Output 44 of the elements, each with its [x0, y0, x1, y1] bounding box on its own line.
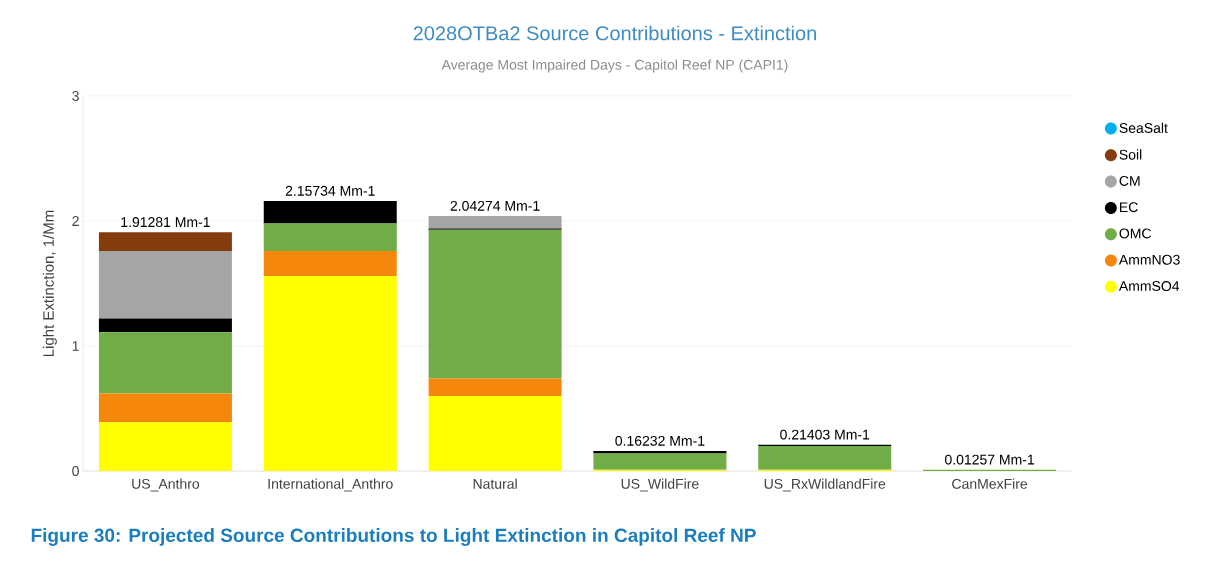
- total-label: 2.04274 Mm-1: [450, 200, 540, 211]
- x-tick-label: US_WildFire: [621, 478, 699, 492]
- x-tick-label: US_RxWildlandFire: [764, 478, 886, 492]
- bar: [98, 422, 232, 471]
- x-tick-label: International_Anthro: [268, 478, 393, 492]
- legend-label: Soil: [1119, 149, 1142, 160]
- total-label: 0.01257 Mm-1: [945, 454, 1035, 465]
- bar: [98, 332, 232, 394]
- y-axis-title: Light Extinction, 1/Mm: [42, 210, 57, 357]
- bar: [263, 276, 397, 471]
- x-tick-label: CanMexFire: [952, 478, 1028, 489]
- legend-label: OMC: [1119, 228, 1152, 239]
- bar: [98, 318, 232, 333]
- x-tick-label: US_Anthro: [132, 478, 200, 492]
- bar: [428, 229, 562, 379]
- legend-label: EC: [1120, 202, 1138, 213]
- bar: [758, 446, 892, 470]
- bar: [98, 251, 232, 319]
- bar: [593, 453, 727, 470]
- chart-title: 2028OTBa2 Source Contributions - Extinction: [413, 25, 816, 41]
- legend-label: AmmSO4: [1118, 281, 1180, 291]
- bar: [263, 201, 397, 224]
- total-label: 0.16232 Mm-1: [615, 435, 705, 446]
- total-label: 1.91281 Mm-1: [121, 217, 210, 228]
- bar: [98, 393, 232, 423]
- y-tick-label: 2: [72, 216, 79, 226]
- y-tick-label: 3: [72, 91, 79, 101]
- x-tick-label: Natural: [473, 478, 517, 489]
- total-label: 2.15734 Mm-1: [285, 185, 375, 196]
- y-tick-label: 1: [72, 341, 79, 351]
- legend-label: CM: [1119, 175, 1140, 186]
- caption: Figure 30: Projected Source Contributions to Light Extinction in Capitol Reef NP: [31, 528, 756, 546]
- bar: [428, 378, 562, 396]
- bar: [263, 251, 397, 276]
- total-label: 0.21403 Mm-1: [780, 429, 870, 440]
- chart-subtitle: Average Most Impaired Days - Capitol Reef NP (CAPI1): [441, 59, 788, 73]
- bar: [263, 223, 397, 251]
- bar: [98, 232, 232, 251]
- legend-label: SeaSalt: [1119, 122, 1168, 133]
- legend-label: AmmNO3: [1118, 254, 1180, 265]
- bar: [428, 396, 562, 471]
- y-tick-label: 0: [72, 466, 79, 476]
- bar: [428, 216, 562, 229]
- bar: [593, 451, 727, 454]
